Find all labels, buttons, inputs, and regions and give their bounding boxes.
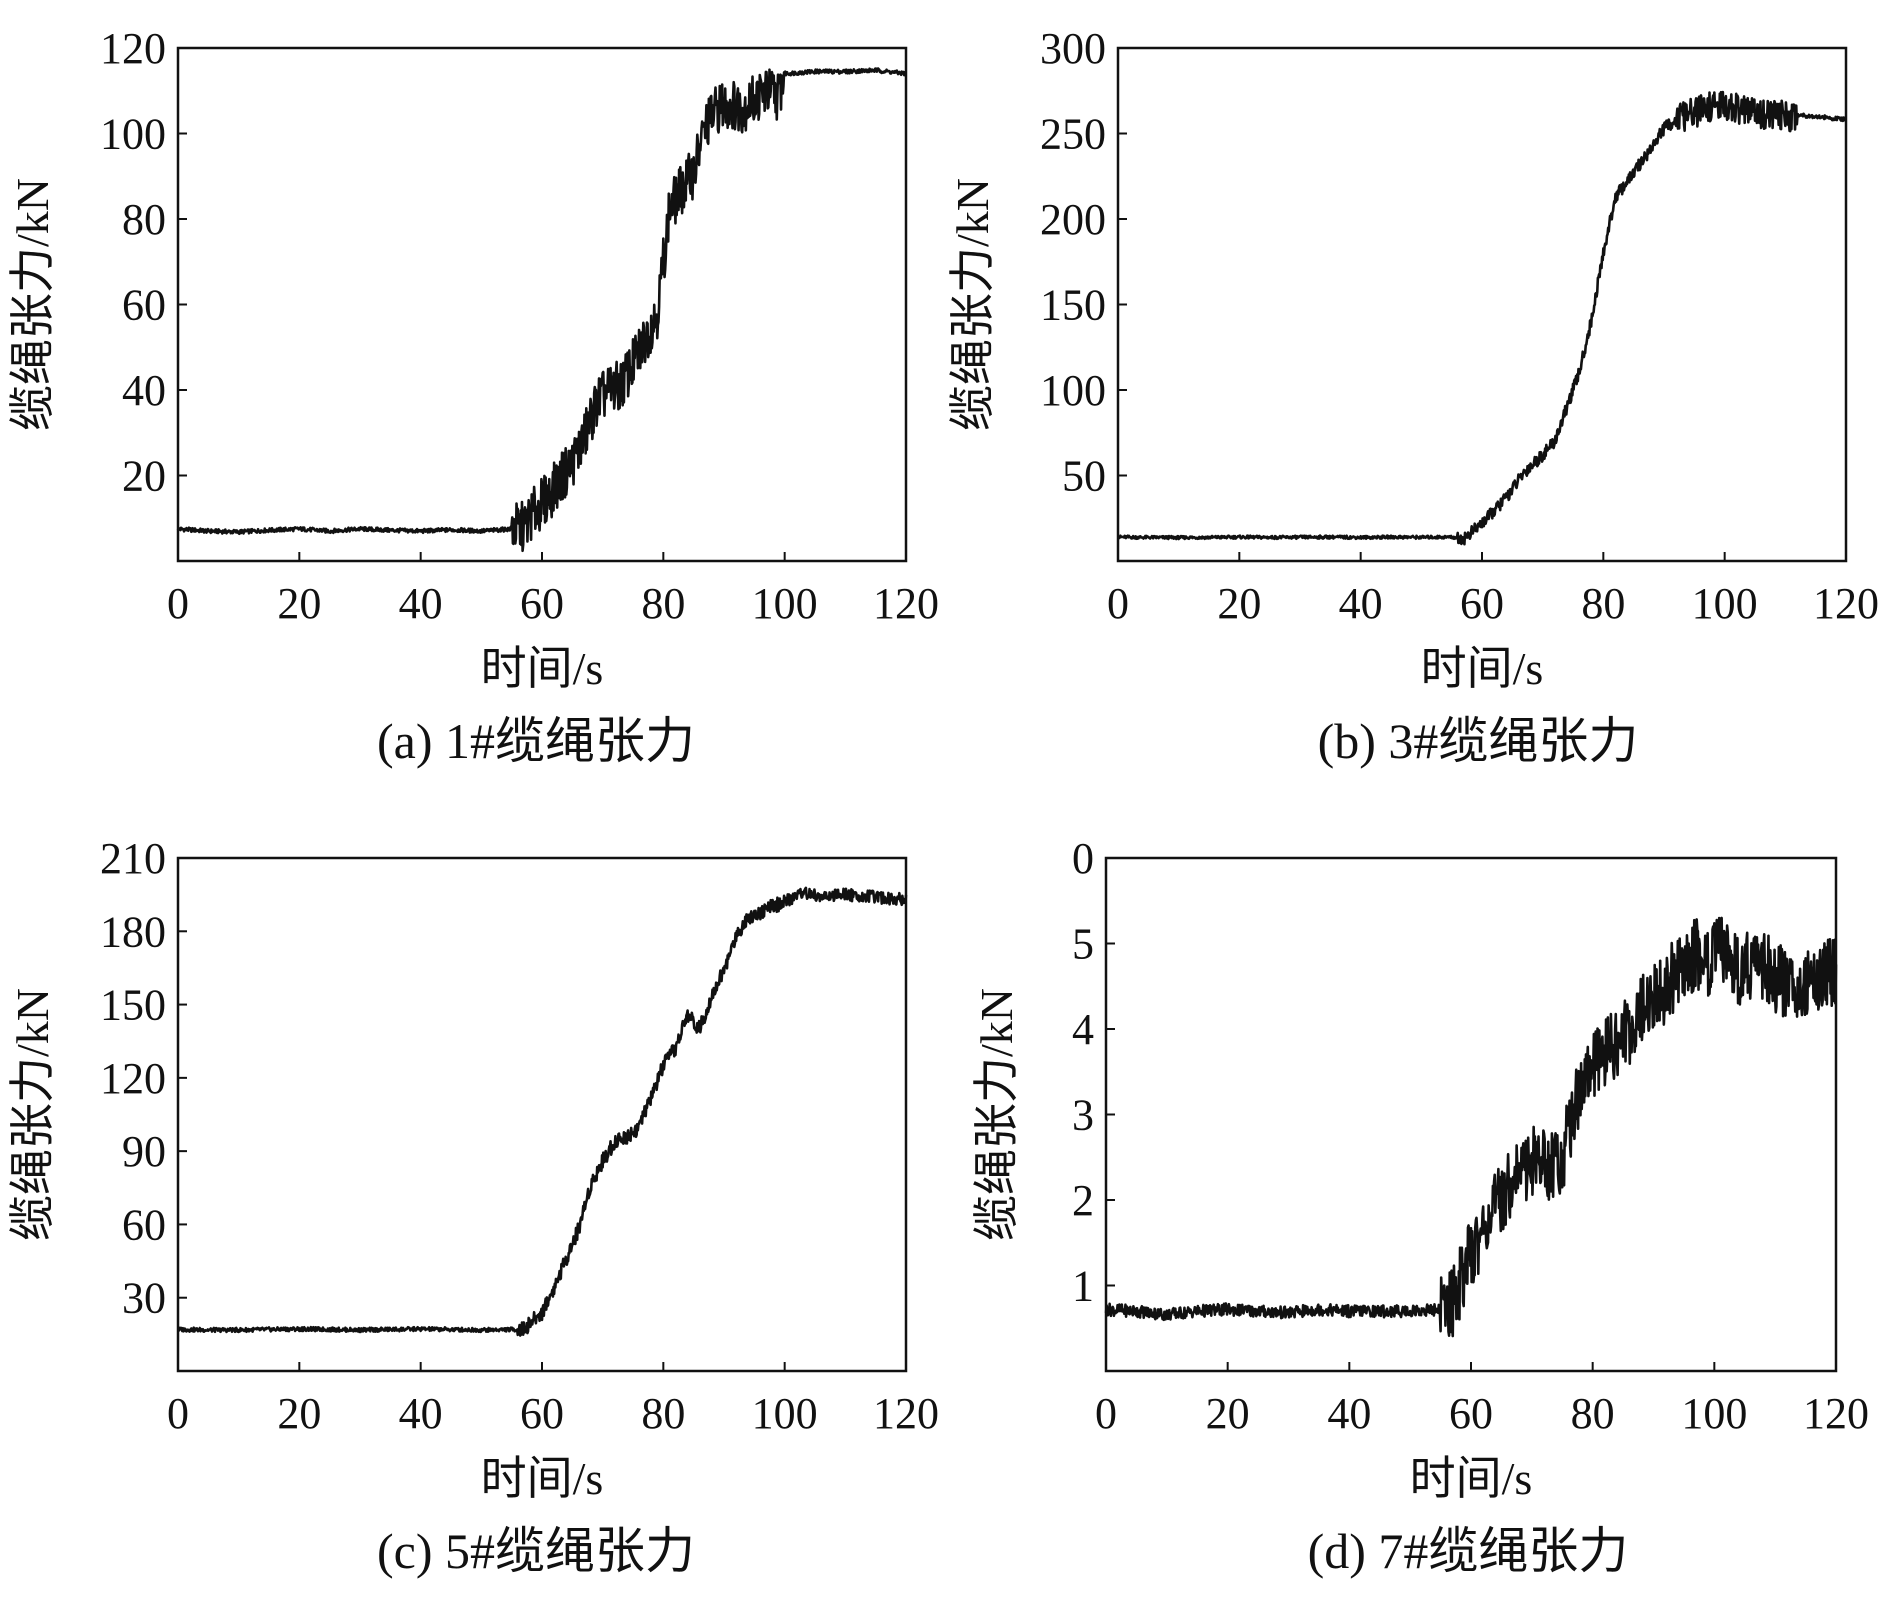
y-tick-label: 80 <box>122 195 166 244</box>
x-tick-label: 80 <box>641 579 685 628</box>
x-tick-label: 120 <box>873 579 939 628</box>
panel-caption: (d) 7#缆绳张力 <box>1308 1523 1629 1579</box>
x-axis-label: 时间/s <box>481 643 604 694</box>
y-tick-label: 150 <box>1040 281 1106 330</box>
x-tick-label: 60 <box>520 1389 564 1438</box>
y-axis-label: 缆绳张力/kN <box>7 178 58 431</box>
x-tick-label: 100 <box>752 1389 818 1438</box>
y-axis-label: 缆绳张力/kN <box>7 988 58 1241</box>
y-tick-label: 120 <box>100 24 166 73</box>
y-tick-label: 4 <box>1072 1005 1094 1054</box>
x-axis-label: 时间/s <box>1410 1453 1533 1504</box>
x-tick-label: 100 <box>1692 579 1758 628</box>
x-tick-label: 120 <box>1803 1389 1869 1438</box>
y-tick-label: 0 <box>1072 834 1094 883</box>
x-tick-label: 20 <box>1217 579 1261 628</box>
plot-frame <box>1116 46 1848 563</box>
y-tick-label: 90 <box>122 1127 166 1176</box>
x-tick-label: 0 <box>1095 1389 1117 1438</box>
x-tick-label: 80 <box>641 1389 685 1438</box>
y-axis-label: 缆绳张力/kN <box>971 988 1022 1241</box>
y-tick-label: 50 <box>1062 452 1106 501</box>
x-tick-label: 40 <box>1327 1389 1371 1438</box>
y-tick-label: 210 <box>100 834 166 883</box>
y-tick-label: 100 <box>100 110 166 159</box>
panel-caption: (a) 1#缆绳张力 <box>377 713 695 769</box>
x-tick-label: 80 <box>1571 1389 1615 1438</box>
y-tick-label: 180 <box>100 907 166 956</box>
y-tick-label: 100 <box>1040 366 1106 415</box>
panel-caption: (b) 3#缆绳张力 <box>1318 713 1639 769</box>
y-tick-label: 60 <box>122 1200 166 1249</box>
x-tick-label: 0 <box>167 579 189 628</box>
series-line <box>1104 916 1838 1338</box>
x-tick-label: 120 <box>1813 579 1879 628</box>
y-tick-label: 40 <box>122 366 166 415</box>
x-tick-label: 40 <box>399 579 443 628</box>
x-tick-label: 0 <box>167 1389 189 1438</box>
y-tick-label: 30 <box>122 1274 166 1323</box>
x-tick-label: 40 <box>1339 579 1383 628</box>
x-tick-label: 80 <box>1581 579 1625 628</box>
x-tick-label: 0 <box>1107 579 1129 628</box>
y-tick-label: 5 <box>1072 920 1094 969</box>
panel-caption: (c) 5#缆绳张力 <box>377 1523 695 1579</box>
x-tick-label: 20 <box>277 1389 321 1438</box>
x-axis-label: 时间/s <box>1421 643 1544 694</box>
x-tick-label: 20 <box>1206 1389 1250 1438</box>
x-tick-label: 20 <box>277 579 321 628</box>
series-line <box>1117 90 1847 546</box>
x-tick-label: 120 <box>873 1389 939 1438</box>
x-tick-label: 60 <box>1449 1389 1493 1438</box>
x-axis-label: 时间/s <box>481 1453 604 1504</box>
series-line <box>176 67 907 553</box>
x-tick-label: 100 <box>1681 1389 1747 1438</box>
y-tick-label: 200 <box>1040 195 1106 244</box>
plot-frame <box>176 856 908 1373</box>
y-axis-label: 缆绳张力/kN <box>947 178 998 431</box>
y-tick-label: 250 <box>1040 110 1106 159</box>
y-tick-label: 2 <box>1072 1176 1094 1225</box>
x-tick-label: 40 <box>399 1389 443 1438</box>
panel-a: 0 20 40 60 80 100 120 20 40 60 80 100 120 时间/s 缆绳张力/kN… <box>7 24 939 769</box>
y-tick-label: 1 <box>1072 1262 1094 1311</box>
panel-c: 0 20 40 60 80 100 120 30 60 90 120 150 180 210 时间/s 缆绳张… <box>7 834 939 1579</box>
x-tick-label: 100 <box>752 579 818 628</box>
y-tick-label: 120 <box>100 1054 166 1103</box>
y-tick-label: 60 <box>122 281 166 330</box>
panel-d: 0 20 40 60 80 100 120 1 2 3 4 5 0 时间/s 缆绳张力/kN (d) 7#缆绳… <box>971 834 1869 1579</box>
x-tick-label: 60 <box>1460 579 1504 628</box>
panel-b: 0 20 40 60 80 100 120 50 100 150 200 250 300 时间/s 缆绳张力… <box>947 24 1879 769</box>
y-tick-label: 20 <box>122 452 166 501</box>
y-tick-label: 150 <box>100 981 166 1030</box>
x-tick-label: 60 <box>520 579 564 628</box>
y-tick-label: 300 <box>1040 24 1106 73</box>
series-line <box>177 886 908 1337</box>
y-tick-label: 3 <box>1072 1091 1094 1140</box>
